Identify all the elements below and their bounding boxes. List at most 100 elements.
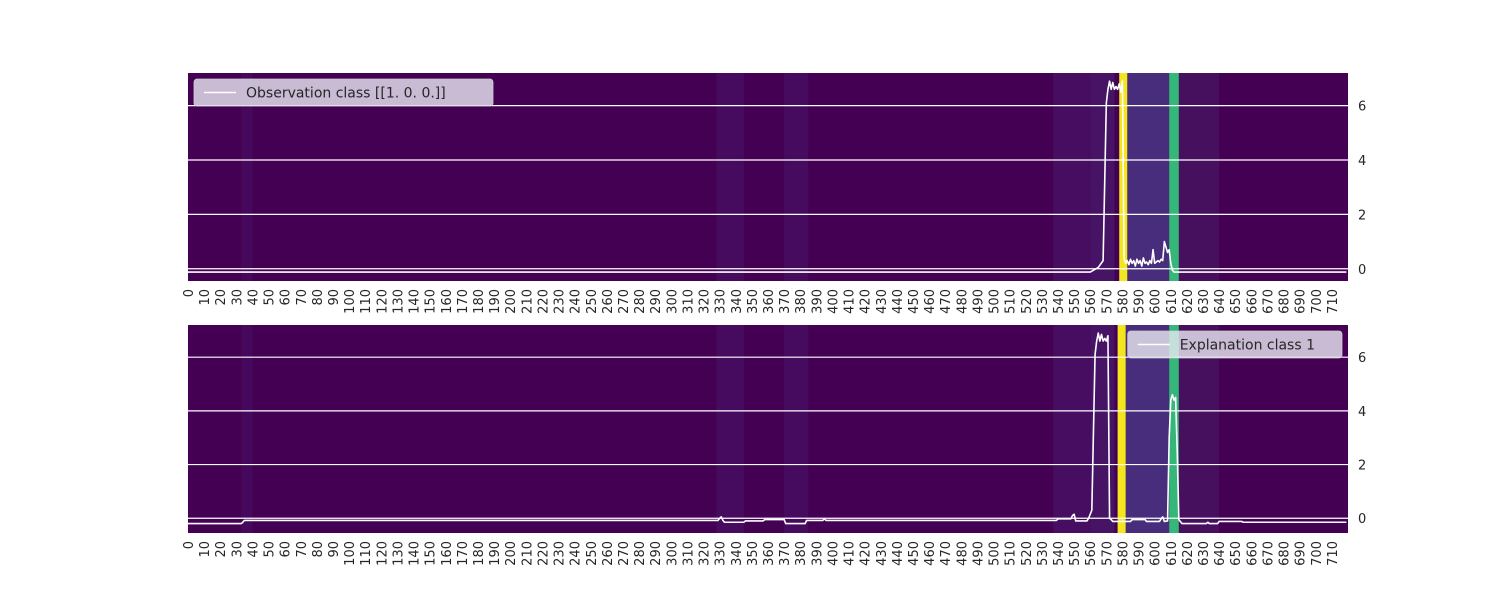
x-tick-label: 170 [456, 289, 471, 314]
x-tick-label: 140 [408, 541, 423, 566]
y-tick-label: 6 [1358, 100, 1366, 115]
x-tick-label: 360 [762, 541, 777, 566]
x-tick-label: 340 [730, 541, 745, 566]
x-tick-label: 700 [1310, 541, 1325, 566]
x-tick-label: 10 [198, 541, 213, 558]
x-tick-label: 640 [1213, 541, 1228, 566]
x-tick-label: 540 [1052, 541, 1067, 566]
y-tick-label: 6 [1358, 351, 1366, 366]
x-tick-label: 120 [375, 541, 390, 566]
x-tick-label: 150 [424, 289, 439, 314]
x-tick-label: 330 [714, 541, 729, 566]
x-tick-label: 160 [440, 541, 455, 566]
x-tick-label: 0 [182, 541, 197, 549]
y-tick-label: 2 [1358, 208, 1366, 223]
x-tick-label: 310 [681, 541, 696, 566]
heatmap-band [1125, 325, 1170, 533]
x-tick-label: 500 [988, 541, 1003, 566]
heatmap-band [1117, 325, 1126, 533]
x-tick-label: 450 [907, 541, 922, 566]
x-tick-label: 560 [1084, 289, 1099, 314]
x-tick-label: 690 [1294, 289, 1309, 314]
heatmap-band [784, 325, 809, 533]
x-tick-label: 490 [971, 289, 986, 314]
x-tick-label: 530 [1036, 289, 1051, 314]
x-tick-label: 240 [569, 289, 584, 314]
heatmap-band [1178, 325, 1220, 533]
x-tick-label: 50 [263, 541, 278, 558]
x-tick-label: 590 [1133, 541, 1148, 566]
x-tick-label: 30 [230, 541, 245, 558]
x-tick-label: 690 [1294, 541, 1309, 566]
x-tick-label: 220 [536, 541, 551, 566]
x-tick-label: 620 [1181, 541, 1196, 566]
x-tick-label: 180 [472, 541, 487, 566]
x-tick-label: 270 [617, 541, 632, 566]
x-tick-label: 630 [1197, 289, 1212, 314]
x-tick-label: 270 [617, 289, 632, 314]
x-tick-label: 460 [923, 289, 938, 314]
legend-box [1127, 330, 1343, 359]
x-tick-label: 390 [810, 289, 825, 314]
x-tick-label: 210 [520, 289, 535, 314]
x-tick-label: 420 [859, 289, 874, 314]
x-tick-label: 710 [1326, 289, 1341, 314]
heatmap-band [1053, 325, 1091, 533]
x-tick-label: 140 [408, 289, 423, 314]
y-tick-label: 4 [1358, 154, 1366, 169]
x-tick-label: 290 [649, 541, 664, 566]
x-tick-label: 510 [1004, 541, 1019, 566]
x-tick-label: 670 [1261, 289, 1276, 314]
x-tick-label: 680 [1278, 289, 1293, 314]
x-tick-label: 570 [1100, 289, 1115, 314]
x-tick-label: 250 [585, 289, 600, 314]
x-tick-label: 700 [1310, 289, 1325, 314]
heatmap-band [1169, 325, 1179, 533]
x-tick-label: 60 [279, 289, 294, 306]
x-tick-label: 680 [1278, 541, 1293, 566]
heatmap-band [716, 73, 744, 281]
x-tick-label: 550 [1068, 289, 1083, 314]
x-tick-label: 90 [327, 289, 342, 306]
x-tick-label: 520 [1020, 541, 1035, 566]
y-tick-label: 0 [1358, 263, 1366, 278]
x-tick-label: 230 [553, 541, 568, 566]
x-tick-label: 280 [633, 541, 648, 566]
x-tick-label: 670 [1261, 541, 1276, 566]
x-tick-label: 150 [424, 541, 439, 566]
x-tick-label: 540 [1052, 289, 1067, 314]
x-tick-label: 110 [359, 541, 374, 566]
x-tick-label: 90 [327, 541, 342, 558]
heatmap-band [1169, 73, 1179, 281]
x-tick-label: 410 [843, 289, 858, 314]
x-tick-label: 190 [488, 541, 503, 566]
heatmap-band [1053, 73, 1091, 281]
x-tick-label: 640 [1213, 289, 1228, 314]
x-tick-label: 130 [391, 541, 406, 566]
x-tick-label: 610 [1165, 541, 1180, 566]
x-tick-label: 500 [988, 289, 1003, 314]
x-tick-label: 430 [875, 541, 890, 566]
x-tick-label: 410 [843, 541, 858, 566]
x-tick-label: 320 [698, 289, 713, 314]
x-tick-label: 100 [343, 541, 358, 566]
x-tick-label: 180 [472, 289, 487, 314]
x-tick-label: 370 [778, 541, 793, 566]
x-tick-label: 170 [456, 541, 471, 566]
x-tick-label: 630 [1197, 541, 1212, 566]
x-tick-label: 20 [214, 289, 229, 306]
x-tick-label: 380 [794, 541, 809, 566]
x-tick-label: 260 [601, 289, 616, 314]
x-tick-label: 350 [746, 289, 761, 314]
x-tick-label: 480 [955, 289, 970, 314]
x-tick-label: 580 [1116, 541, 1131, 566]
heatmap-band [716, 325, 744, 533]
x-tick-label: 200 [504, 289, 519, 314]
x-tick-label: 510 [1004, 289, 1019, 314]
x-tick-label: 420 [859, 541, 874, 566]
x-tick-label: 20 [214, 541, 229, 558]
x-tick-label: 380 [794, 289, 809, 314]
x-tick-label: 560 [1084, 541, 1099, 566]
x-tick-label: 660 [1245, 541, 1260, 566]
